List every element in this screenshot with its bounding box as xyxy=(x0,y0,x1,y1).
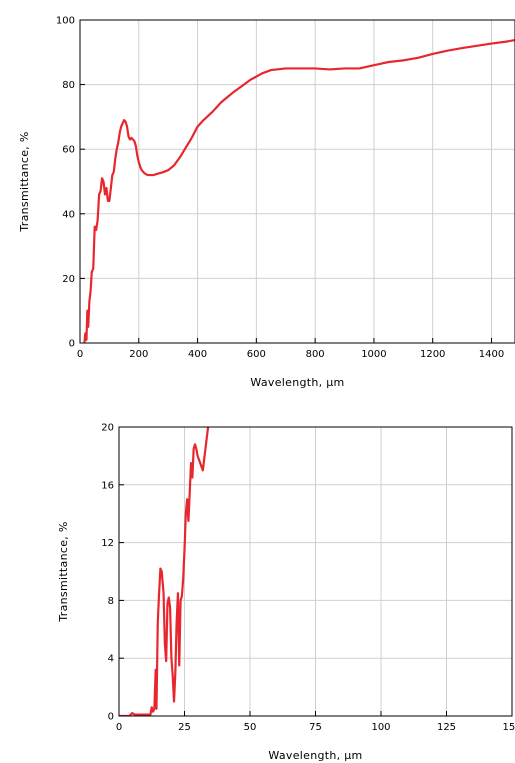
bottom-x-tick-label: 125 xyxy=(437,722,456,733)
transmittance-chart-zoomed-range: 0 25 50 75 100 125 150 0 4 8 12 16 20 Wavelength, μm T… xyxy=(57,423,515,763)
bottom-y-tick-label: 4 xyxy=(108,654,114,665)
top-plot-frame xyxy=(79,19,515,344)
top-y-tick-label: 80 xyxy=(62,80,75,91)
bottom-x-tick-label: 150 xyxy=(502,722,515,733)
bottom-y-tick-label: 8 xyxy=(108,596,114,607)
top-y-tick-label: 20 xyxy=(62,274,75,285)
bottom-x-tick-label: 100 xyxy=(371,722,390,733)
bottom-x-tick-label: 50 xyxy=(244,722,257,733)
bottom-x-tick-label: 25 xyxy=(178,722,191,733)
top-x-tick-label: 1200 xyxy=(420,349,445,360)
bottom-x-axis-title: Wavelength, μm xyxy=(268,749,362,762)
top-x-tick-label: 1400 xyxy=(479,349,504,360)
top-x-tick-label: 600 xyxy=(247,349,266,360)
top-x-tick-label: 400 xyxy=(188,349,207,360)
top-x-tick-label: 1000 xyxy=(361,349,386,360)
top-y-tick-label: 0 xyxy=(69,339,75,350)
top-y-tick-label: 60 xyxy=(62,145,75,156)
transmittance-chart-full-range: 0 200 400 600 800 1000 1200 1400 0 20 40 60 80 100 Wav… xyxy=(18,16,515,389)
bottom-y-tick-label: 16 xyxy=(101,480,114,491)
top-y-tick-label: 40 xyxy=(62,209,75,220)
bottom-x-tick-label: 75 xyxy=(309,722,322,733)
bottom-transmittance-line xyxy=(119,427,210,716)
top-y-tick-label: 100 xyxy=(56,16,75,27)
top-x-tick-label: 0 xyxy=(77,349,83,360)
top-x-tick-label: 200 xyxy=(129,349,148,360)
bottom-y-tick-label: 20 xyxy=(101,423,114,434)
top-x-axis-title: Wavelength, μm xyxy=(250,376,344,389)
top-transmittance-line xyxy=(83,38,515,343)
bottom-y-tick-label: 0 xyxy=(108,712,114,723)
top-y-axis-title: Transmittance, % xyxy=(18,131,31,232)
top-x-tick-label: 800 xyxy=(306,349,325,360)
bottom-y-axis-title: Transmittance, % xyxy=(57,521,70,622)
bottom-y-tick-label: 12 xyxy=(101,538,114,549)
bottom-x-tick-label: 0 xyxy=(116,722,122,733)
